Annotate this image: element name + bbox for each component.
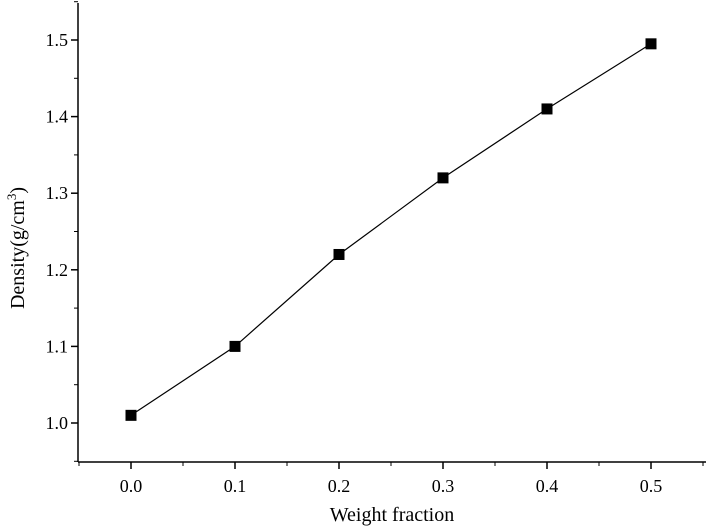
y-tick-label: 1.1 [46,336,69,356]
x-ticks: 0.0 0.1 0.2 0.3 0.4 0.5 [78,462,704,496]
x-tick-label: 0.4 [536,476,559,496]
series-line [130,43,652,416]
data-point [125,409,137,421]
y-tick-label: 1.2 [46,260,69,280]
y-tick-label: 1.4 [46,107,69,127]
x-tick-label: 0.3 [432,476,455,496]
x-tick-label: 0.0 [120,476,143,496]
y-axis-title-superscript: 3 [4,194,19,201]
y-axis-title-close: ) [7,187,29,194]
plot-area [125,38,657,421]
data-point [645,38,657,50]
y-axis-title: Density(g/cm3) [4,187,29,309]
y-tick-label: 1.0 [46,413,69,433]
x-tick-label: 0.1 [224,476,247,496]
y-ticks: 1.0 1.1 1.2 1.3 1.4 1.5 [46,1,78,462]
x-tick-label: 0.2 [328,476,351,496]
data-point [229,340,241,352]
data-point [541,103,553,115]
y-tick-label: 1.3 [46,183,69,203]
x-tick-label: 0.5 [640,476,663,496]
data-point [333,248,345,260]
y-axis-title-main: Density(g/cm [7,200,29,309]
y-tick-label: 1.5 [46,30,69,50]
x-axis-title: Weight fraction [330,504,454,526]
data-point [437,172,449,184]
